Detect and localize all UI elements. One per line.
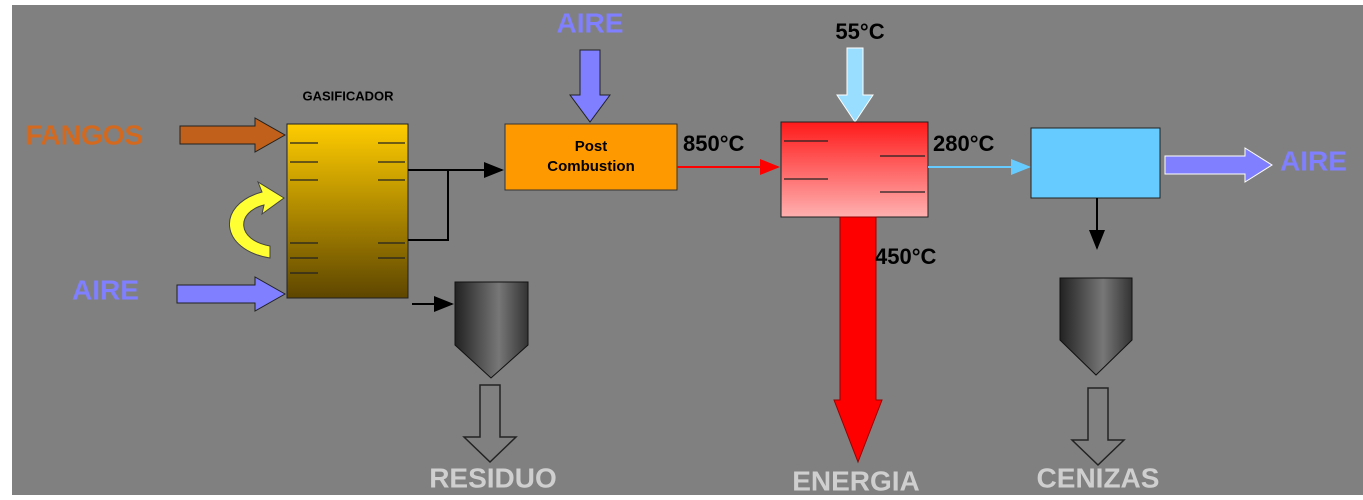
air-out-arrow xyxy=(1164,147,1273,183)
exchanger-ticks xyxy=(784,140,925,193)
air-gasifier-arrow xyxy=(176,276,287,312)
water-arrow xyxy=(836,47,874,123)
residue-label: RESIDUO xyxy=(429,462,557,493)
temperature-label: 850°C xyxy=(683,131,745,156)
air-post-arrow xyxy=(569,49,611,123)
recycle-arrow xyxy=(228,180,285,259)
sludge-label: FANGOS xyxy=(25,119,143,150)
ash-hopper xyxy=(1059,277,1133,376)
post-combustion-label: Combustion xyxy=(547,158,635,175)
gasifier xyxy=(286,123,409,299)
post-combustion xyxy=(504,123,678,191)
temperature-label: 450°C xyxy=(875,244,937,269)
residue-out-arrow xyxy=(462,384,518,464)
temperature-label: 280°C xyxy=(933,131,995,156)
energy-label: ENERGIA xyxy=(792,465,920,496)
filter xyxy=(1030,127,1161,199)
residue-hopper xyxy=(454,281,529,379)
energy-arrow xyxy=(833,216,883,464)
air-gasifier-label: AIRE xyxy=(72,274,139,305)
gas-line xyxy=(408,169,449,241)
gasifier-label: GASIFICADOR xyxy=(303,88,395,103)
heat-exchanger xyxy=(780,121,929,218)
air-out-label: AIRE xyxy=(1280,145,1347,176)
ashes-label: CENIZAS xyxy=(1037,462,1160,493)
background-panel xyxy=(12,5,1363,495)
gasifier-ticks xyxy=(290,142,405,274)
temperature-label: 55°C xyxy=(835,19,884,44)
sludge-arrow xyxy=(179,117,287,153)
air-post-label: AIRE xyxy=(557,7,624,38)
ash-out-arrow xyxy=(1070,387,1126,467)
post-combustion-label: Post xyxy=(575,138,608,155)
